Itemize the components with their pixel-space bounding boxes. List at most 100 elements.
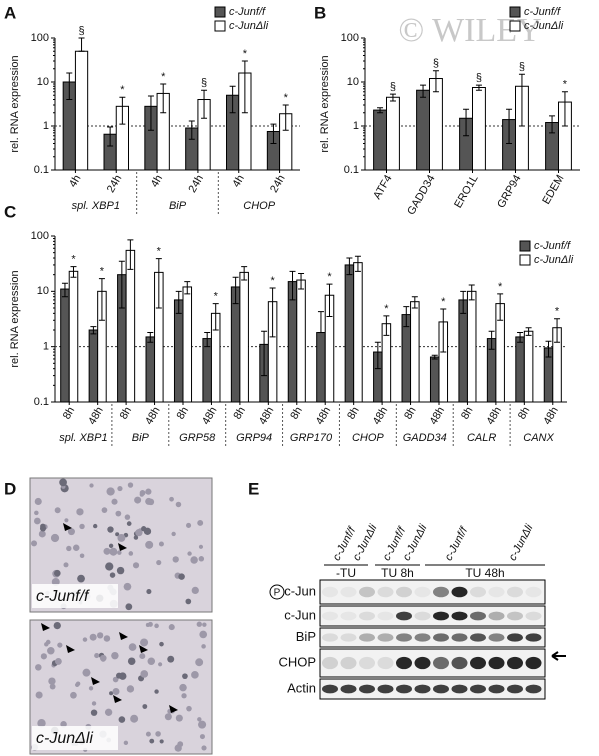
blot-strip — [319, 605, 546, 627]
nucleus — [123, 582, 132, 591]
bar — [410, 301, 420, 403]
error-bar — [411, 296, 418, 309]
nucleus — [185, 598, 192, 605]
nucleus — [195, 658, 204, 667]
error-bar — [432, 70, 439, 93]
legend-label: c-JunΔli — [524, 20, 564, 32]
band — [322, 633, 338, 642]
row-label: c-Jun — [284, 583, 316, 598]
nucleus — [186, 705, 192, 712]
band — [525, 586, 542, 598]
legend-label: c-JunΔli — [229, 20, 269, 32]
bar — [401, 314, 412, 403]
band — [433, 684, 449, 694]
nucleus — [117, 534, 126, 542]
error-bar — [119, 96, 126, 125]
nucleus — [109, 572, 116, 578]
error-bar — [403, 306, 410, 328]
nucleus — [112, 687, 120, 695]
band — [377, 611, 394, 621]
nucleus — [112, 676, 119, 683]
x-tick-label: 24h — [186, 173, 206, 195]
nucleus — [164, 713, 172, 721]
error-bar — [549, 115, 556, 134]
x-tick-label: 8h — [345, 405, 362, 422]
nucleus — [190, 556, 198, 564]
nucleus — [35, 691, 43, 699]
legend-swatch — [519, 254, 531, 266]
nucleus — [134, 496, 142, 504]
error-bar — [377, 107, 384, 114]
nucleus — [198, 544, 204, 549]
chop-arrow — [551, 651, 566, 661]
y-tick-label: 1 — [353, 120, 359, 132]
nucleus — [93, 523, 98, 529]
bar — [68, 270, 79, 403]
lane-label: c-JunΔli — [351, 522, 380, 563]
band — [525, 633, 542, 642]
x-tick-label: 48h — [200, 405, 220, 427]
error-bar — [201, 89, 208, 119]
band — [340, 633, 357, 642]
nucleus — [33, 517, 41, 525]
error-bar — [270, 123, 277, 145]
nucleus — [197, 717, 202, 722]
band — [507, 656, 523, 670]
error-bar — [326, 283, 333, 318]
micrograph-caption: c-JunΔli — [36, 730, 93, 747]
nucleus — [178, 573, 185, 580]
significance-marker: * — [384, 303, 389, 315]
band — [359, 633, 375, 642]
x-tick-label: 48h — [143, 405, 163, 427]
nucleus — [146, 589, 152, 595]
band — [377, 684, 394, 694]
band — [396, 633, 412, 642]
arrowhead — [118, 543, 127, 551]
error-bar — [127, 239, 134, 270]
legend-swatch — [519, 240, 531, 252]
x-tick-label: ERO1L — [452, 173, 480, 210]
lane-label: c-Junf/f — [443, 524, 471, 562]
band — [340, 656, 357, 670]
bar — [373, 109, 388, 171]
y-tick-label: 10 — [37, 76, 49, 88]
nucleus — [197, 519, 204, 526]
band — [377, 656, 394, 670]
nucleus — [115, 532, 120, 537]
group-label: TU 8h — [381, 566, 414, 580]
error-bar — [212, 303, 219, 331]
nucleus — [49, 683, 56, 690]
band — [525, 611, 542, 621]
x-tick-label: 8h — [516, 405, 533, 422]
nucleus — [154, 689, 159, 694]
nucleus — [142, 704, 148, 709]
nucleus — [117, 550, 122, 555]
nucleus — [181, 693, 187, 699]
x-tick-label: 8h — [175, 405, 192, 422]
band — [377, 633, 394, 642]
group-label: CHOP — [352, 432, 384, 444]
arrowhead — [41, 623, 50, 631]
bar — [353, 262, 363, 403]
nucleus — [132, 562, 140, 569]
nucleus — [182, 673, 188, 680]
nucleus — [172, 556, 179, 563]
nucleus — [74, 682, 80, 687]
band — [414, 656, 431, 670]
nucleus — [179, 683, 187, 692]
nucleus — [201, 644, 206, 649]
nucleus — [199, 630, 208, 639]
caption-bg — [32, 584, 118, 608]
group-label: BiP — [169, 200, 187, 212]
error-bar — [70, 266, 77, 278]
x-tick-label: 48h — [86, 405, 106, 427]
bar — [466, 290, 477, 403]
band — [433, 611, 449, 621]
nucleus — [108, 543, 114, 548]
error-bar — [188, 120, 195, 140]
x-tick-label: 8h — [61, 405, 78, 422]
significance-marker: § — [519, 61, 525, 73]
nucleus — [107, 526, 114, 533]
nucleus — [177, 741, 184, 748]
band — [488, 684, 505, 694]
